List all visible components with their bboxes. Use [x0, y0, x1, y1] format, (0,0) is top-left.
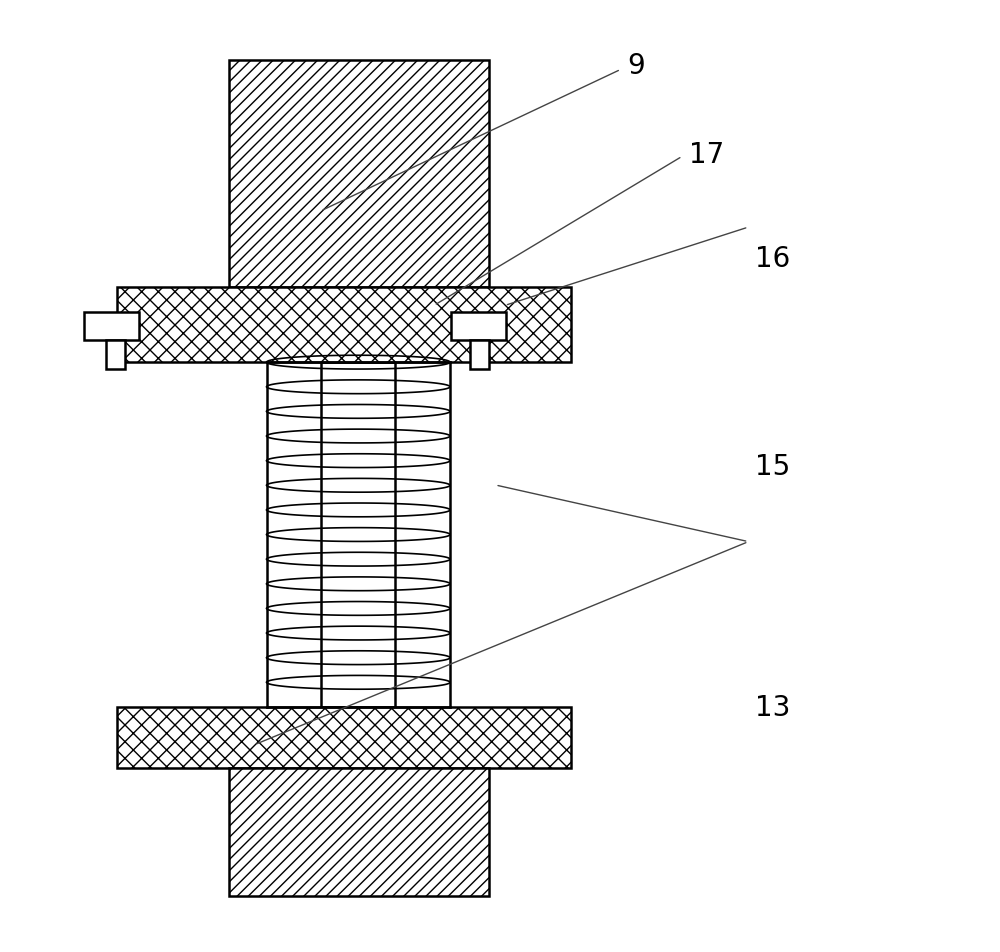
Bar: [451, 313, 506, 341]
Bar: [321, 363, 395, 707]
Text: 16: 16: [755, 245, 790, 273]
Bar: [117, 288, 571, 363]
Bar: [84, 313, 139, 341]
Bar: [117, 707, 571, 768]
Text: 15: 15: [755, 452, 790, 481]
Bar: [229, 61, 489, 288]
Text: 13: 13: [755, 693, 790, 722]
Text: 17: 17: [689, 141, 724, 169]
Bar: [229, 768, 489, 896]
Bar: [106, 341, 125, 369]
Text: 9: 9: [628, 51, 645, 79]
Bar: [470, 341, 489, 369]
